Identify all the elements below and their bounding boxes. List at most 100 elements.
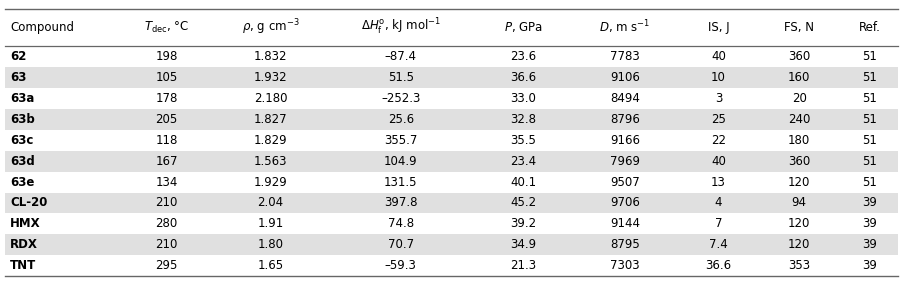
Text: 40: 40 xyxy=(711,154,726,168)
Text: RDX: RDX xyxy=(10,239,38,251)
Text: 36.6: 36.6 xyxy=(706,259,732,272)
Text: 280: 280 xyxy=(156,217,177,231)
Text: 9507: 9507 xyxy=(610,176,640,188)
Text: 7.4: 7.4 xyxy=(709,239,728,251)
Text: 120: 120 xyxy=(788,217,810,231)
Text: 51: 51 xyxy=(862,113,877,126)
Text: Ref.: Ref. xyxy=(859,21,880,34)
Text: 104.9: 104.9 xyxy=(384,154,418,168)
Text: $D$, m s$^{-1}$: $D$, m s$^{-1}$ xyxy=(599,18,651,36)
Text: 39: 39 xyxy=(862,196,877,209)
Text: 1.827: 1.827 xyxy=(254,113,287,126)
Text: $T_{\mathrm{dec}}$, °C: $T_{\mathrm{dec}}$, °C xyxy=(144,20,189,34)
Text: 40.1: 40.1 xyxy=(510,176,536,188)
Text: 118: 118 xyxy=(156,134,177,146)
Text: 1.91: 1.91 xyxy=(257,217,284,231)
Text: 34.9: 34.9 xyxy=(510,239,536,251)
Text: 51: 51 xyxy=(862,176,877,188)
Text: 8494: 8494 xyxy=(610,91,640,105)
Text: 9144: 9144 xyxy=(610,217,640,231)
Text: Compound: Compound xyxy=(10,21,74,34)
Text: 40: 40 xyxy=(711,50,726,63)
Text: 1.932: 1.932 xyxy=(254,71,287,84)
Text: 39: 39 xyxy=(862,217,877,231)
Bar xyxy=(4,67,898,87)
Text: 1.829: 1.829 xyxy=(254,134,287,146)
Text: 210: 210 xyxy=(156,196,177,209)
Text: 353: 353 xyxy=(788,259,810,272)
Text: 51: 51 xyxy=(862,154,877,168)
Text: 105: 105 xyxy=(156,71,177,84)
Text: 63e: 63e xyxy=(10,176,34,188)
Text: 7969: 7969 xyxy=(610,154,640,168)
Bar xyxy=(4,235,898,255)
Text: 63d: 63d xyxy=(10,154,34,168)
Text: 51: 51 xyxy=(862,50,877,63)
Text: 25: 25 xyxy=(711,113,726,126)
Text: 205: 205 xyxy=(156,113,177,126)
Bar xyxy=(4,192,898,213)
Text: 160: 160 xyxy=(788,71,810,84)
Text: $\rho$, g cm$^{-3}$: $\rho$, g cm$^{-3}$ xyxy=(242,17,300,37)
Text: 8795: 8795 xyxy=(610,239,640,251)
Text: 120: 120 xyxy=(788,239,810,251)
Text: 20: 20 xyxy=(792,91,806,105)
Text: 74.8: 74.8 xyxy=(388,217,414,231)
Text: 1.563: 1.563 xyxy=(254,154,287,168)
Text: 51: 51 xyxy=(862,71,877,84)
Text: 1.65: 1.65 xyxy=(257,259,284,272)
Text: 1.80: 1.80 xyxy=(257,239,284,251)
Text: 36.6: 36.6 xyxy=(510,71,536,84)
Text: 178: 178 xyxy=(156,91,177,105)
Text: FS, N: FS, N xyxy=(784,21,814,34)
Text: 2.04: 2.04 xyxy=(257,196,284,209)
Text: 94: 94 xyxy=(792,196,806,209)
Text: 180: 180 xyxy=(788,134,810,146)
Text: 21.3: 21.3 xyxy=(510,259,536,272)
Text: 360: 360 xyxy=(788,154,810,168)
Text: 8796: 8796 xyxy=(610,113,640,126)
Text: 210: 210 xyxy=(156,239,177,251)
Text: TNT: TNT xyxy=(10,259,36,272)
Text: 39: 39 xyxy=(862,239,877,251)
Text: 131.5: 131.5 xyxy=(384,176,418,188)
Text: 23.6: 23.6 xyxy=(510,50,536,63)
Text: 120: 120 xyxy=(788,176,810,188)
Text: 63a: 63a xyxy=(10,91,34,105)
Text: 1.832: 1.832 xyxy=(254,50,287,63)
Text: 295: 295 xyxy=(156,259,177,272)
Text: 7783: 7783 xyxy=(610,50,640,63)
Text: CL-20: CL-20 xyxy=(10,196,48,209)
Text: 35.5: 35.5 xyxy=(510,134,536,146)
Text: 10: 10 xyxy=(711,71,726,84)
Text: 7: 7 xyxy=(715,217,723,231)
Text: –87.4: –87.4 xyxy=(385,50,417,63)
Text: 7303: 7303 xyxy=(610,259,640,272)
Text: 13: 13 xyxy=(711,176,726,188)
Text: 9706: 9706 xyxy=(610,196,640,209)
Text: 360: 360 xyxy=(788,50,810,63)
Text: 51.5: 51.5 xyxy=(388,71,414,84)
Text: 33.0: 33.0 xyxy=(510,91,536,105)
Text: 70.7: 70.7 xyxy=(388,239,414,251)
Text: 39: 39 xyxy=(862,259,877,272)
Text: 63c: 63c xyxy=(10,134,33,146)
Text: 23.4: 23.4 xyxy=(510,154,536,168)
Text: 134: 134 xyxy=(156,176,177,188)
Text: 9166: 9166 xyxy=(610,134,640,146)
Text: 63b: 63b xyxy=(10,113,34,126)
Text: 22: 22 xyxy=(711,134,726,146)
Text: 2.180: 2.180 xyxy=(254,91,287,105)
Bar xyxy=(4,150,898,172)
Text: 355.7: 355.7 xyxy=(384,134,418,146)
Text: 397.8: 397.8 xyxy=(384,196,418,209)
Text: 39.2: 39.2 xyxy=(510,217,536,231)
Text: IS, J: IS, J xyxy=(707,21,729,34)
Text: 240: 240 xyxy=(788,113,810,126)
Text: 198: 198 xyxy=(156,50,177,63)
Text: 9106: 9106 xyxy=(610,71,640,84)
Bar xyxy=(4,109,898,130)
Text: 32.8: 32.8 xyxy=(510,113,536,126)
Text: 63: 63 xyxy=(10,71,26,84)
Text: $\Delta H_{\mathrm{f}}^{\mathrm{o}}$, kJ mol$^{-1}$: $\Delta H_{\mathrm{f}}^{\mathrm{o}}$, kJ… xyxy=(361,17,441,37)
